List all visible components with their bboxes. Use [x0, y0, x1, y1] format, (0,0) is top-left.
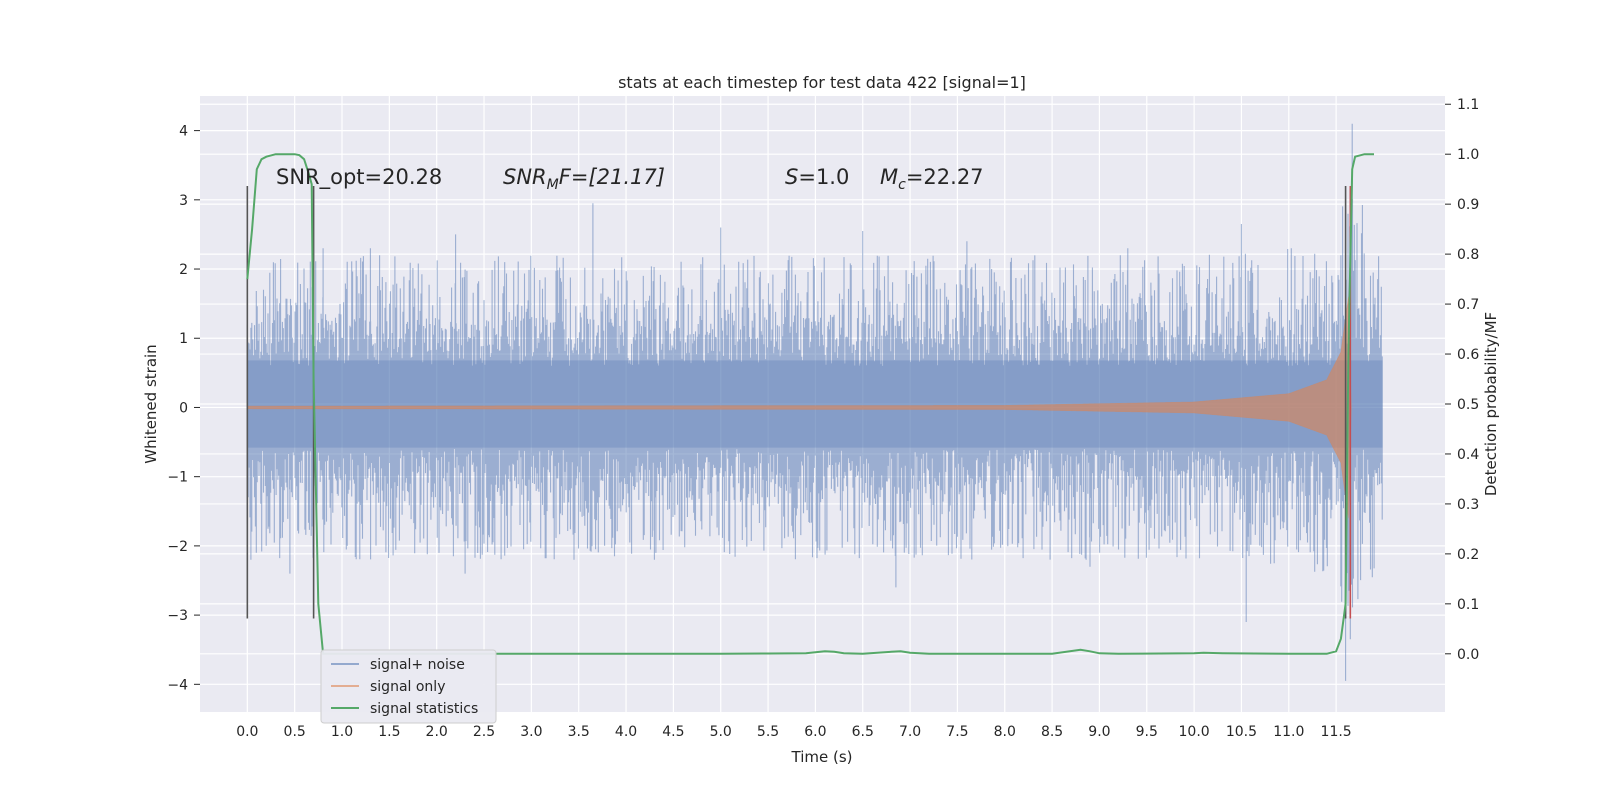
y2-axis-label: Detection probability/MF: [1482, 312, 1500, 496]
annotation-snr-mf-main: SNR: [503, 165, 547, 189]
x-tick-label: 4.0: [615, 724, 637, 740]
x-tick-label: 9.0: [1088, 724, 1110, 740]
annotation-snr-mf-sub: M: [547, 177, 559, 193]
chart-title: stats at each timestep for test data 422…: [618, 73, 1026, 92]
x-tick-label: 5.5: [757, 724, 779, 740]
x-tick-label: 7.5: [946, 724, 968, 740]
y2-tick-label: 1.1: [1457, 97, 1479, 113]
y2-tick-label: 0.3: [1457, 497, 1479, 513]
x-tick-label: 0.0: [236, 724, 258, 740]
legend-label-signal-noise: signal+ noise: [370, 657, 465, 673]
y2-tick-label: 0.9: [1457, 197, 1479, 213]
annotation-s: S=1.0: [785, 165, 849, 189]
legend-label-signal-statistics: signal statistics: [370, 701, 478, 717]
annotation-mc-main: M: [880, 165, 898, 189]
x-tick-label: 3.0: [520, 724, 542, 740]
y-ticks: −4 −3 −2 −1 0 1 2 3 4: [167, 124, 200, 693]
annotation-snr-opt: SNR_opt=20.28: [276, 165, 442, 190]
annotation-mc: Mc=22.27: [880, 165, 984, 193]
y-tick-label: −2: [167, 539, 188, 555]
x-tick-label: 8.5: [1041, 724, 1063, 740]
y-tick-label: −4: [167, 677, 188, 693]
annotation-mc-sub: c: [898, 177, 906, 193]
y-tick-label: −3: [167, 608, 188, 624]
x-tick-label: 8.0: [994, 724, 1016, 740]
y-tick-label: 3: [179, 193, 188, 209]
y2-tick-label: 0.8: [1457, 247, 1479, 263]
x-tick-label: 0.5: [284, 724, 306, 740]
x-tick-label: 5.0: [710, 724, 732, 740]
y-tick-label: −1: [167, 470, 188, 486]
x-tick-label: 10.0: [1179, 724, 1210, 740]
x-tick-label: 3.5: [568, 724, 590, 740]
y-axis-label: Whitened strain: [142, 344, 160, 463]
y2-ticks: 0.0 0.1 0.2 0.3 0.4 0.5 0.6 0.7 0.8 0.9 1.0 1.1: [1445, 97, 1479, 663]
legend: signal+ noise signal only signal statist…: [320, 649, 497, 724]
annotation-s-rest: =1.0: [798, 165, 849, 189]
y2-tick-label: 0.4: [1457, 447, 1479, 463]
y2-tick-label: 0.2: [1457, 547, 1479, 563]
x-tick-label: 11.5: [1321, 724, 1352, 740]
x-tick-label: 4.5: [662, 724, 684, 740]
annotation-s-main: S: [785, 165, 798, 189]
annotation-snr-mf-rest-it: F=[21.17]: [559, 165, 665, 189]
y2-tick-label: 0.1: [1457, 597, 1479, 613]
annotation-snr-mf: SNRMF=[21.17]: [503, 165, 665, 193]
annotation-mc-rest: =22.27: [906, 165, 984, 189]
y-tick-label: 0: [179, 400, 188, 416]
y2-tick-label: 0.7: [1457, 297, 1479, 313]
y2-tick-label: 0.5: [1457, 397, 1479, 413]
x-axis-label: Time (s): [791, 748, 853, 766]
x-tick-label: 6.5: [852, 724, 874, 740]
y-tick-label: 1: [179, 331, 188, 347]
signal-statistics-line: [246, 153, 1374, 655]
y2-tick-label: 0.0: [1457, 647, 1479, 663]
y2-tick-label: 1.0: [1457, 147, 1479, 163]
legend-label-signal-only: signal only: [370, 679, 445, 695]
signal-statistics-series: [246, 153, 1374, 655]
x-tick-label: 6.0: [804, 724, 826, 740]
x-tick-label: 1.5: [378, 724, 400, 740]
legend-box: [320, 649, 497, 724]
y-tick-label: 2: [179, 262, 188, 278]
x-tick-label: 9.5: [1136, 724, 1158, 740]
x-tick-label: 2.5: [473, 724, 495, 740]
y-tick-label: 4: [179, 124, 188, 140]
x-tick-label: 1.0: [331, 724, 353, 740]
x-tick-label: 7.0: [899, 724, 921, 740]
x-tick-label: 11.0: [1273, 724, 1304, 740]
x-tick-label: 10.5: [1226, 724, 1257, 740]
x-tick-label: 2.0: [426, 724, 448, 740]
y2-tick-label: 0.6: [1457, 347, 1479, 363]
x-ticks: 0.0 0.5 1.0 1.5 2.0 2.5 3.0 3.5 4.0 4.5 5.0 5.5 6.0 6…: [236, 724, 1352, 740]
